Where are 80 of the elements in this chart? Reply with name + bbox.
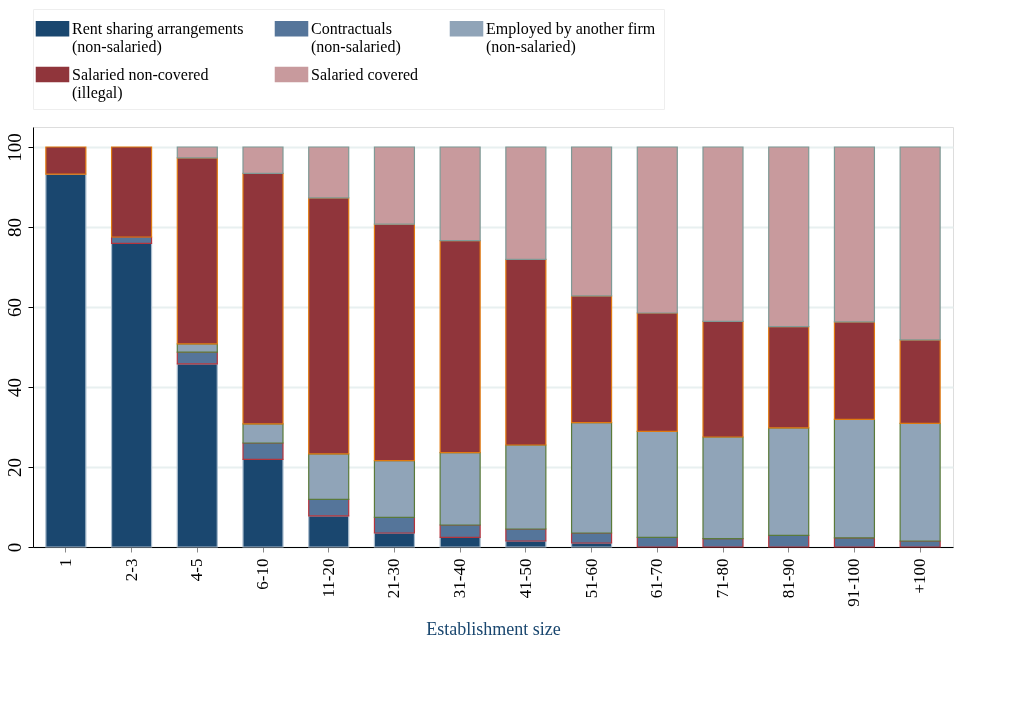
bar bbox=[768, 427, 810, 536]
bar bbox=[505, 146, 547, 260]
x-tick-label: 4-5 bbox=[187, 558, 207, 582]
bar bbox=[833, 537, 876, 548]
bar bbox=[373, 223, 416, 462]
bar bbox=[899, 422, 941, 542]
legend-label: Contractuals (non-salaried) bbox=[311, 19, 401, 56]
bar bbox=[110, 242, 153, 548]
bar bbox=[308, 146, 350, 199]
bar bbox=[373, 532, 416, 548]
bar bbox=[439, 240, 481, 454]
legend-label: Salaried covered bbox=[311, 65, 419, 83]
x-tick-label: 21-30 bbox=[384, 558, 404, 599]
bar bbox=[768, 534, 810, 548]
x-tick-label: 91-100 bbox=[844, 558, 864, 607]
bar bbox=[242, 423, 284, 444]
x-tick-label: 81-90 bbox=[778, 558, 798, 599]
bar bbox=[505, 444, 547, 530]
bar bbox=[570, 146, 613, 297]
bar bbox=[439, 536, 481, 548]
bar bbox=[308, 498, 350, 517]
legend-label: Employed by another firm (non-salaried) bbox=[486, 19, 656, 56]
bar bbox=[176, 343, 218, 353]
bar bbox=[570, 295, 613, 424]
bar bbox=[45, 146, 87, 175]
bar bbox=[439, 146, 481, 242]
x-tick-label: 2-3 bbox=[121, 558, 141, 582]
y-tick-label: 20 bbox=[3, 458, 25, 477]
bar bbox=[702, 436, 744, 540]
y-tick-label: 80 bbox=[3, 218, 25, 237]
x-tick-label: 1 bbox=[55, 558, 75, 567]
x-tick-label: 41-50 bbox=[515, 558, 535, 599]
y-tick-label: 40 bbox=[3, 378, 25, 397]
y-tick-label: 0 bbox=[3, 542, 25, 553]
bar bbox=[833, 418, 876, 539]
bar bbox=[636, 536, 678, 548]
x-tick-label: 51-60 bbox=[581, 558, 601, 599]
bar bbox=[899, 146, 941, 341]
bar bbox=[242, 442, 284, 460]
bar bbox=[439, 452, 481, 526]
x-tick-label: +100 bbox=[910, 558, 930, 594]
bar bbox=[636, 430, 678, 538]
bar bbox=[242, 458, 284, 548]
bar bbox=[45, 173, 87, 548]
x-tick-label: 11-20 bbox=[318, 558, 338, 598]
bar bbox=[176, 363, 218, 548]
bar bbox=[702, 146, 744, 322]
bar bbox=[570, 422, 613, 534]
bar bbox=[833, 146, 876, 323]
bar bbox=[242, 146, 284, 174]
bar bbox=[373, 460, 416, 518]
bar bbox=[308, 197, 350, 455]
x-tick-label: 6-10 bbox=[253, 558, 272, 590]
bar bbox=[768, 326, 810, 429]
x-tick-label: 61-70 bbox=[647, 558, 667, 599]
bar bbox=[308, 453, 350, 500]
y-tick-label: 100 bbox=[3, 133, 25, 162]
legend-label: Rent sharing arrangements (non-salaried) bbox=[72, 19, 244, 56]
bar bbox=[242, 172, 284, 425]
y-tick-label: 60 bbox=[3, 298, 25, 317]
x-axis-title: Establishment size bbox=[426, 618, 561, 639]
bar bbox=[899, 339, 941, 424]
bar bbox=[176, 146, 218, 159]
bar bbox=[768, 146, 810, 328]
bar bbox=[636, 312, 678, 432]
x-tick-label: 71-80 bbox=[713, 558, 732, 599]
bar bbox=[505, 528, 547, 542]
bar bbox=[110, 146, 153, 238]
legend-label: Salaried non-covered (illegal) bbox=[72, 65, 209, 102]
x-tick-label: 31-40 bbox=[450, 558, 470, 599]
bar bbox=[636, 146, 678, 314]
bar bbox=[833, 321, 876, 420]
bar bbox=[308, 515, 350, 548]
bar bbox=[702, 538, 744, 548]
bar bbox=[439, 524, 481, 538]
bar bbox=[176, 157, 218, 345]
bar bbox=[702, 320, 744, 438]
bar bbox=[373, 516, 416, 534]
bar bbox=[373, 146, 416, 225]
bar bbox=[505, 258, 547, 446]
